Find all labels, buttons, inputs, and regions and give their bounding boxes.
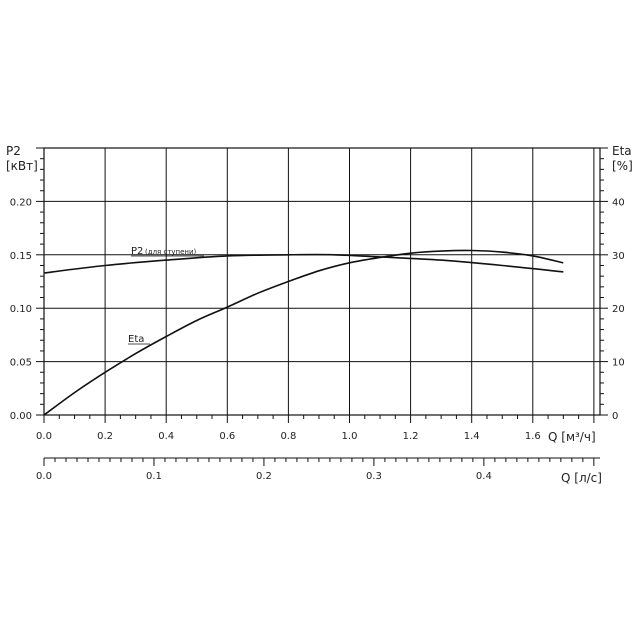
series-p2-label: P2 [131,246,143,257]
tick-labels: 0.0 0.2 0.4 0.6 0.8 1.0 1.2 1.4 1.60.000.050.100… [10,197,625,482]
right-tick-label: 20 [612,304,625,315]
left-axis-title-line2: [кВт] [6,159,38,173]
x-tick-label: 1.0 [342,431,358,442]
x-tick-label: 1.2 [403,431,419,442]
x-tick-label: 0.8 [280,431,296,442]
x-tick-label: 0.4 [158,431,174,442]
x-tick-label: 0.2 [97,431,113,442]
secondary-x-tick-label: 0.1 [146,471,162,482]
right-tick-label: 0 [612,411,618,422]
series-eta-label: Eta [128,334,144,345]
x-axis-title: Q [м³/ч] [548,430,596,444]
series-p2-line [43,253,564,274]
x-axis-secondary-title: Q [л/с] [561,471,602,485]
right-tick-label: 30 [612,251,625,262]
left-tick-label: 0.10 [10,304,32,315]
right-axis-title-line2: [%] [612,159,633,173]
right-tick-label: 40 [612,197,625,208]
x-tick-label: 1.6 [525,431,541,442]
left-axis-title-line1: P2 [6,144,21,158]
left-tick-label: 0.05 [10,358,32,369]
left-tick-label: 0.20 [10,197,32,208]
right-axis-title-line1: Eta [612,144,632,158]
grid-lines [44,148,600,415]
series-p2-label-suffix: (для ступени) [145,248,197,256]
x-tick-label: 0.0 [36,431,52,442]
secondary-x-tick-label: 0.0 [36,471,52,482]
x-tick-label: 1.4 [464,431,480,442]
series-eta-line [43,249,564,416]
left-tick-label: 0.15 [10,251,32,262]
left-tick-label: 0.00 [10,411,32,422]
plot-frame [43,147,601,416]
x-tick-label: 0.6 [219,431,235,442]
secondary-x-tick-label: 0.2 [256,471,272,482]
secondary-x-tick-label: 0.4 [476,471,492,482]
right-tick-label: 10 [612,358,625,369]
secondary-x-tick-label: 0.3 [366,471,382,482]
tick-marks [36,147,608,466]
